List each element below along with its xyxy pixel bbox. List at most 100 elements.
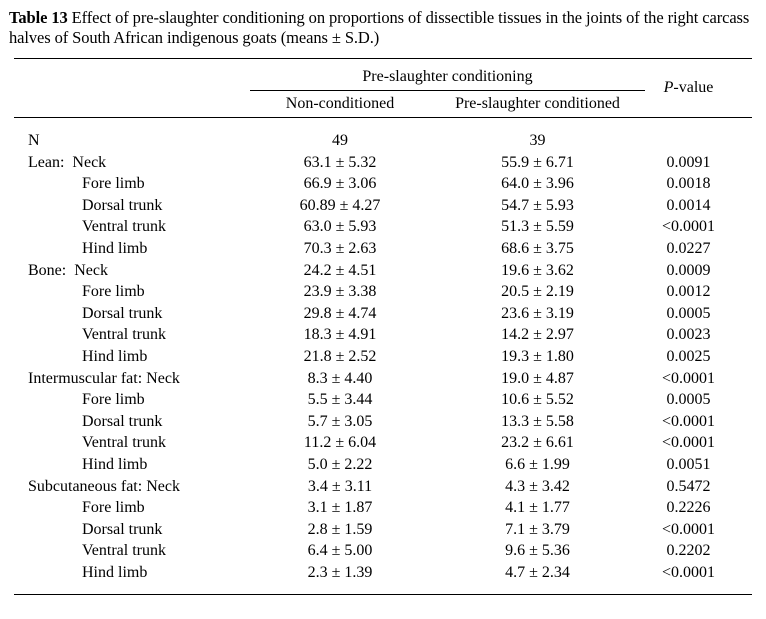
- row-label-cell: Lean: Neck: [28, 153, 107, 171]
- value-conditioned-cell: 55.9 ± 6.71: [501, 153, 574, 171]
- value-non-conditioned-cell: 60.89 ± 4.27: [299, 196, 381, 214]
- value-non-conditioned-cell: 2.8 ± 1.59: [307, 520, 373, 538]
- value-non-conditioned-cell: 66.9 ± 3.06: [303, 175, 377, 193]
- p-value-cell: 0.0018: [666, 175, 711, 193]
- value-conditioned-cell: 6.6 ± 1.99: [505, 455, 570, 473]
- table-row: Ventral trunk 6.4 ± 5.00 9.6 ± 5.36 0.2202: [14, 540, 752, 562]
- table-row: Ventral trunk 11.2 ± 6.04 23.2 ± 6.61 <0.00…: [14, 432, 752, 454]
- row-label-cell: Dorsal trunk: [82, 196, 163, 214]
- value-conditioned-cell: 4.7 ± 2.34: [505, 563, 570, 581]
- p-value-cell: <0.0001: [661, 520, 716, 538]
- table-row: Lean: Neck 63.1 ± 5.32 55.9 ± 6.71 0.0091: [14, 152, 752, 174]
- value-conditioned-cell: 10.6 ± 5.52: [501, 391, 574, 409]
- value-non-conditioned-cell: 11.2 ± 6.04: [303, 434, 377, 452]
- p-value-cell: 0.2202: [666, 542, 711, 560]
- value-conditioned-cell: 51.3 ± 5.59: [501, 218, 574, 236]
- row-label-cell: Hind limb: [82, 347, 148, 365]
- value-non-conditioned-cell: 49: [332, 132, 348, 149]
- p-value-cell: 0.0005: [666, 304, 711, 322]
- row-label-cell: Fore limb: [82, 499, 145, 517]
- column-header-conditioned: Pre-slaughter conditioned: [455, 95, 620, 112]
- table-row: N 49 39: [14, 118, 752, 152]
- column-header-row: Non-conditioned Pre-slaughter conditione…: [14, 91, 752, 118]
- row-label-cell: Fore limb: [82, 283, 145, 301]
- table-caption-label: Table 13: [9, 8, 68, 27]
- row-label-cell: Hind limb: [82, 563, 148, 581]
- value-conditioned-cell: 14.2 ± 2.97: [501, 326, 574, 344]
- value-conditioned-cell: 4.3 ± 3.42: [505, 477, 570, 495]
- value-non-conditioned-cell: 18.3 ± 4.91: [303, 326, 377, 344]
- table-row: Fore limb 5.5 ± 3.44 10.6 ± 5.52 0.0005: [14, 389, 752, 411]
- p-value-cell: 0.0025: [666, 347, 711, 365]
- value-conditioned-cell: 68.6 ± 3.75: [501, 239, 574, 257]
- table-row: Fore limb 3.1 ± 1.87 4.1 ± 1.77 0.2226: [14, 497, 752, 519]
- table-caption: Table 13 Effect of pre-slaughter conditi…: [0, 0, 756, 48]
- p-value-cell: <0.0001: [661, 412, 716, 430]
- row-label-cell: Ventral trunk: [82, 326, 166, 344]
- value-conditioned-cell: 64.0 ± 3.96: [501, 175, 574, 193]
- value-non-conditioned-cell: 5.5 ± 3.44: [307, 391, 373, 409]
- table-row: Dorsal trunk 5.7 ± 3.05 13.3 ± 5.58 <0.0001: [14, 411, 752, 433]
- p-value-cell: 0.0227: [666, 239, 711, 257]
- group-header-row: Pre-slaughter conditioning P-value: [14, 58, 752, 96]
- p-value-header-cell: P-value: [645, 59, 752, 118]
- p-value-cell: 0.0012: [666, 283, 711, 301]
- value-non-conditioned-cell: 23.9 ± 3.38: [303, 283, 377, 301]
- table-row: Subcutaneous fat: Neck 3.4 ± 3.11 4.3 ± 3.…: [14, 476, 752, 498]
- row-label-cell: Intermuscular fat: Neck: [28, 369, 180, 387]
- value-conditioned-cell: 19.3 ± 1.80: [501, 347, 574, 365]
- value-non-conditioned-cell: 3.4 ± 3.11: [307, 477, 373, 495]
- value-non-conditioned-cell: 8.3 ± 4.40: [307, 369, 373, 387]
- value-conditioned-cell: 23.6 ± 3.19: [501, 304, 574, 322]
- value-non-conditioned-cell: 63.1 ± 5.32: [303, 153, 377, 171]
- row-label-cell: Ventral trunk: [82, 434, 166, 452]
- table-row: Bone: Neck 24.2 ± 4.51 19.6 ± 3.62 0.0009: [14, 260, 752, 282]
- p-value-header-italic-part: P: [663, 79, 674, 96]
- row-label-cell: Subcutaneous fat: Neck: [28, 477, 180, 495]
- p-value-cell: 0.2226: [666, 499, 711, 517]
- row-label-cell: Dorsal trunk: [82, 412, 163, 430]
- p-value-cell: 0.5472: [666, 477, 711, 495]
- table-row: Dorsal trunk 60.89 ± 4.27 54.7 ± 5.93 0.001…: [14, 195, 752, 217]
- row-label-cell: Hind limb: [82, 455, 148, 473]
- value-non-conditioned-cell: 24.2 ± 4.51: [303, 261, 377, 279]
- p-value-header-rest-part: -value: [673, 79, 714, 96]
- table-row: Fore limb 66.9 ± 3.06 64.0 ± 3.96 0.0018: [14, 173, 752, 195]
- table-row: Intermuscular fat: Neck 8.3 ± 4.40 19.0 ± …: [14, 368, 752, 390]
- p-value-cell: 0.0051: [666, 455, 711, 473]
- row-label-cell: Dorsal trunk: [82, 304, 163, 322]
- value-non-conditioned-cell: 6.4 ± 5.00: [307, 542, 373, 560]
- value-conditioned-cell: 54.7 ± 5.93: [501, 196, 574, 214]
- row-label-cell: N: [28, 132, 40, 149]
- value-conditioned-cell: 4.1 ± 1.77: [505, 499, 570, 517]
- value-non-conditioned-cell: 21.8 ± 2.52: [303, 347, 377, 365]
- p-value-cell: <0.0001: [661, 434, 716, 452]
- table-row: Hind limb 70.3 ± 2.63 68.6 ± 3.75 0.0227: [14, 238, 752, 260]
- row-label-cell: Ventral trunk: [82, 218, 166, 236]
- value-non-conditioned-cell: 29.8 ± 4.74: [303, 304, 377, 322]
- row-label-cell: Fore limb: [82, 175, 145, 193]
- value-conditioned-cell: 23.2 ± 6.61: [501, 434, 574, 452]
- value-non-conditioned-cell: 2.3 ± 1.39: [307, 563, 373, 581]
- value-conditioned-cell: 19.6 ± 3.62: [501, 261, 574, 279]
- value-non-conditioned-cell: 70.3 ± 2.63: [303, 239, 377, 257]
- row-label-cell: Bone: Neck: [28, 261, 108, 279]
- value-conditioned-cell: 13.3 ± 5.58: [501, 412, 574, 430]
- p-value-cell: 0.0091: [666, 153, 711, 171]
- value-conditioned-cell: 9.6 ± 5.36: [505, 542, 570, 560]
- p-value-cell: 0.0023: [666, 326, 711, 344]
- table-row: Ventral trunk 63.0 ± 5.93 51.3 ± 5.59 <0.00…: [14, 216, 752, 238]
- table-row: Hind limb 2.3 ± 1.39 4.7 ± 2.34 <0.0001: [14, 562, 752, 595]
- row-label-cell: Fore limb: [82, 391, 145, 409]
- row-label-cell: Hind limb: [82, 239, 148, 257]
- row-label-cell: Dorsal trunk: [82, 520, 163, 538]
- value-conditioned-cell: 19.0 ± 4.87: [501, 369, 574, 387]
- column-header-non-conditioned: Non-conditioned: [285, 95, 395, 112]
- data-table: Pre-slaughter conditioning P-value Non-c…: [14, 58, 752, 596]
- header-empty-cell: [14, 59, 250, 118]
- group-header-cell: Pre-slaughter conditioning: [250, 58, 645, 91]
- table-row: Hind limb 21.8 ± 2.52 19.3 ± 1.80 0.0025: [14, 346, 752, 368]
- table-row: Fore limb 23.9 ± 3.38 20.5 ± 2.19 0.0012: [14, 281, 752, 303]
- table-row: Hind limb 5.0 ± 2.22 6.6 ± 1.99 0.0051: [14, 454, 752, 476]
